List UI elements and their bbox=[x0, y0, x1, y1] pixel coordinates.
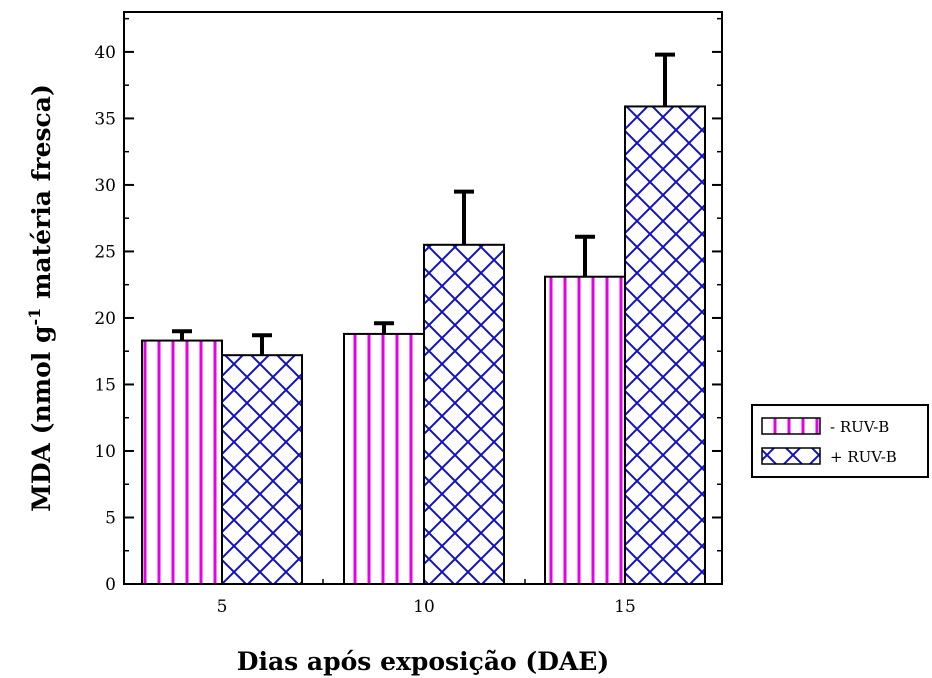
legend-swatch-plus-ruvb bbox=[761, 447, 821, 465]
y-axis-title-superscript: -1 bbox=[25, 308, 44, 326]
legend-label-minus-ruvb: - RUV-B bbox=[830, 418, 889, 436]
y-axis-title-main: MDA (nmol g bbox=[27, 326, 56, 512]
plot-area bbox=[141, 52, 706, 586]
y-tick-label: 30 bbox=[94, 176, 116, 196]
y-tick-label: 5 bbox=[105, 508, 116, 528]
legend: - RUV-B + RUV-B bbox=[751, 404, 929, 478]
y-axis-title-rest: matéria fresca) bbox=[27, 84, 56, 308]
bar bbox=[624, 105, 706, 586]
legend-box bbox=[751, 404, 929, 478]
bar bbox=[343, 332, 425, 586]
y-tick-label: 25 bbox=[94, 242, 116, 262]
legend-swatch-minus-ruvb bbox=[761, 417, 821, 435]
bar bbox=[544, 275, 626, 585]
y-tick-label: 0 bbox=[105, 575, 116, 595]
x-tick-label: 15 bbox=[614, 597, 636, 617]
legend-label-plus-ruvb: + RUV-B bbox=[830, 448, 897, 466]
y-tick-label: 15 bbox=[94, 375, 116, 395]
y-tick-label: 20 bbox=[94, 309, 116, 329]
bar bbox=[221, 354, 303, 586]
y-tick-label: 10 bbox=[94, 442, 116, 462]
bar bbox=[141, 339, 223, 585]
y-axis-title: MDA (nmol g-1 matéria fresca) bbox=[25, 84, 56, 512]
y-tick-label: 35 bbox=[94, 109, 116, 129]
y-axis: 0 5 10 15 20 25 30 35 40 bbox=[94, 17, 722, 595]
bar bbox=[423, 243, 505, 585]
x-axis: 5 10 15 bbox=[217, 574, 636, 617]
x-axis-title: Dias após exposição (DAE) bbox=[237, 647, 609, 676]
x-tick-label: 5 bbox=[217, 597, 228, 617]
y-tick-label: 40 bbox=[94, 43, 116, 63]
x-tick-label: 10 bbox=[413, 597, 435, 617]
